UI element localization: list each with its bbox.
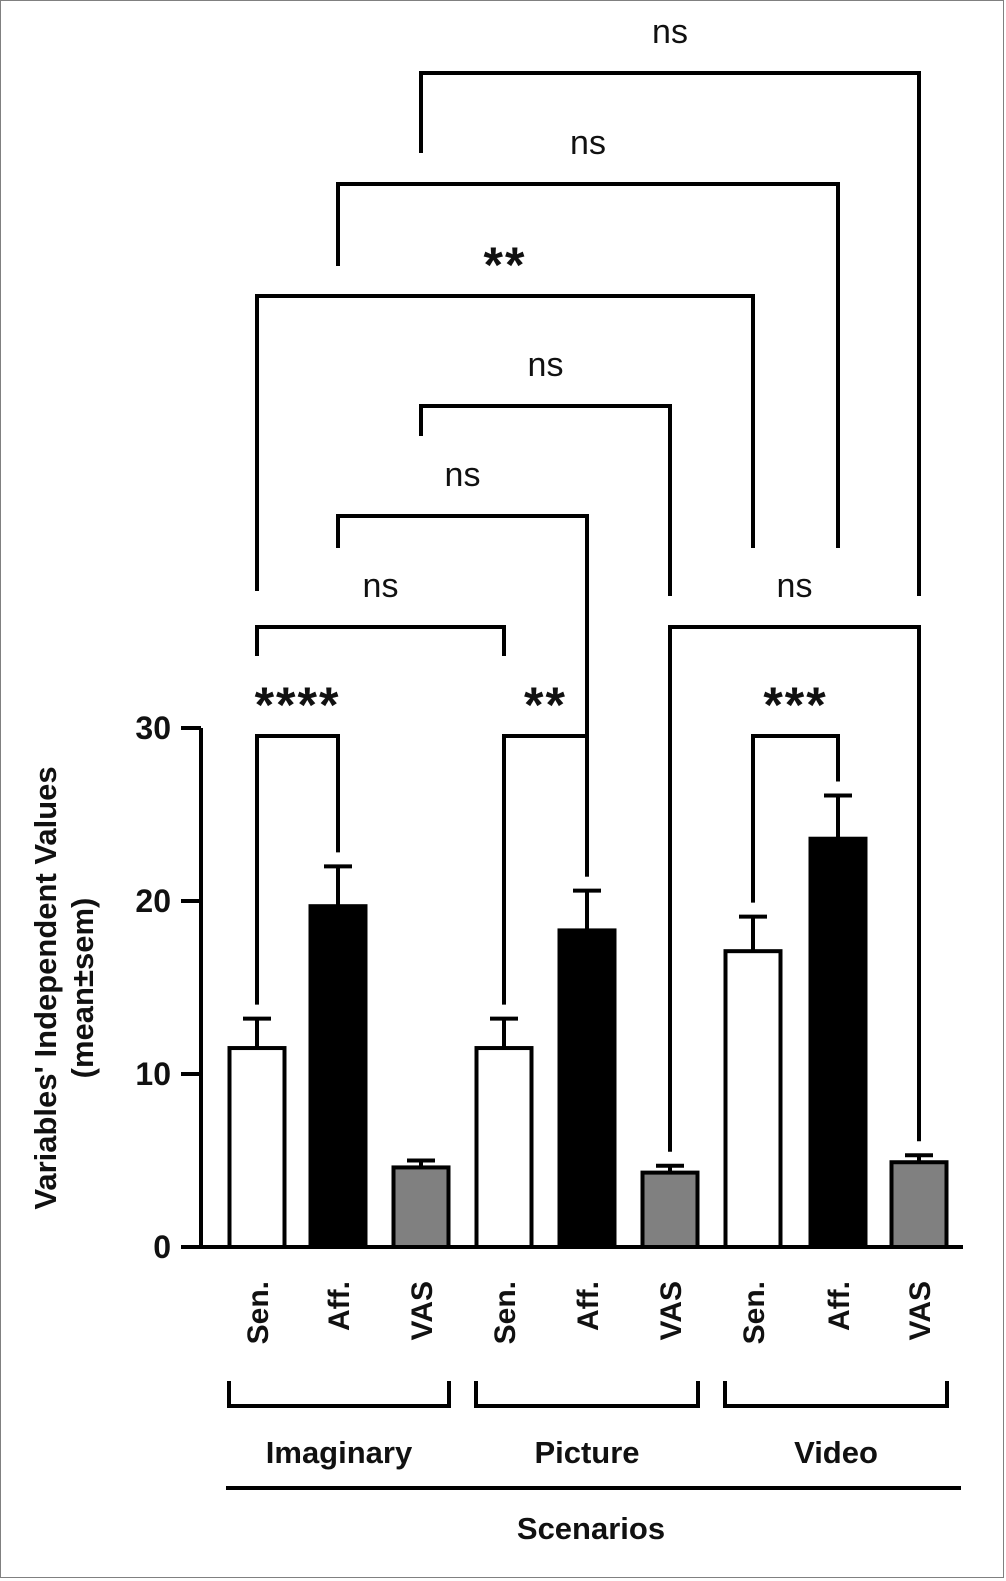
group-label-video: Video (794, 1435, 878, 1470)
error-bar-video-sen (739, 914, 767, 952)
error-bar-picture-sen (490, 1016, 518, 1049)
significance-label-9: ns (570, 124, 606, 162)
significance-label-10: ns (652, 13, 688, 51)
bracket-line-7 (419, 404, 672, 596)
significance-label-2: ** (524, 677, 567, 733)
significance-bracket-6: ns (336, 456, 589, 877)
axes: 0 10 20 30 (135, 710, 963, 1265)
group-bracket-video (723, 1381, 949, 1408)
error-bar-imaginary-aff (324, 864, 352, 907)
error-bar-video-aff (824, 793, 852, 839)
bracket-line-8 (255, 294, 755, 591)
bracket-line-1 (255, 734, 340, 1005)
bar-imaginary-vas (391, 1165, 451, 1250)
category-label-picture-aff: Aff. (572, 1281, 605, 1331)
group-label-imaginary: Imaginary (266, 1435, 413, 1470)
group-bracket-imaginary (227, 1381, 451, 1408)
significance-bracket-9: ns (336, 124, 840, 548)
labels: Sen. Aff. VAS Imaginary Sen. Aff. VAS Picture Se… (28, 766, 961, 1546)
category-label-imaginary-aff: Aff. (323, 1281, 356, 1331)
bar-imaginary-aff (308, 904, 368, 1249)
y-tick-label-10: 10 (135, 1056, 171, 1092)
significance-label-4: ns (363, 567, 399, 605)
group-bracket-picture (474, 1381, 700, 1408)
error-bar-video-vas (905, 1153, 933, 1163)
error-bars (243, 793, 933, 1173)
bracket-line-6 (336, 514, 589, 877)
category-label-imaginary-sen: Sen. (242, 1281, 275, 1344)
bracket-line-9 (336, 182, 840, 548)
category-label-picture-vas: VAS (655, 1281, 688, 1340)
significance-bracket-8: ** (255, 237, 755, 591)
bracket-line-10 (419, 71, 921, 596)
y-tick-label-0: 0 (153, 1229, 171, 1265)
y-tick-label-30: 30 (135, 710, 171, 746)
significance-label-8: ** (484, 237, 527, 293)
significance-label-6: ns (445, 456, 481, 494)
significance-bracket-4: ns (255, 567, 506, 656)
y-tick-label-20: 20 (135, 883, 171, 919)
bar-video-sen (723, 949, 783, 1249)
bracket-line-5 (668, 625, 921, 1152)
significance-label-7: ns (528, 346, 564, 384)
x-axis-title: Scenarios (517, 1511, 665, 1546)
error-bar-imaginary-sen (243, 1016, 271, 1049)
error-bar-picture-vas (656, 1163, 684, 1173)
bar-imaginary-sen (227, 1046, 287, 1250)
significance-label-1: **** (255, 677, 341, 733)
bar-video-aff (808, 836, 868, 1249)
significance-bracket-3: *** (751, 677, 840, 903)
significance-bracket-7: ns (419, 346, 672, 596)
significance-label-3: *** (763, 677, 827, 733)
bracket-line-4 (255, 625, 506, 656)
significance-bracket-1: **** (255, 677, 341, 1005)
significance-label-5: ns (777, 567, 813, 605)
error-bar-picture-aff (573, 888, 601, 931)
y-axis-subtitle: (mean±sem) (65, 898, 100, 1079)
bar-video-vas (889, 1160, 949, 1249)
category-label-imaginary-vas: VAS (406, 1281, 439, 1340)
group-label-picture: Picture (534, 1435, 639, 1470)
bar-picture-sen (474, 1046, 534, 1250)
category-label-picture-sen: Sen. (489, 1281, 522, 1344)
bar-picture-aff (557, 928, 617, 1249)
bracket-line-3 (751, 734, 840, 903)
significance-bracket-5: ns (668, 567, 921, 1152)
significance-bracket-10: ns (419, 13, 921, 596)
category-label-video-sen: Sen. (738, 1281, 771, 1344)
error-bar-imaginary-vas (407, 1158, 435, 1168)
category-label-video-aff: Aff. (823, 1281, 856, 1331)
bar-picture-vas (640, 1170, 700, 1249)
y-axis-title: Variables' Independent Values (28, 766, 63, 1209)
category-label-video-vas: VAS (904, 1281, 937, 1340)
